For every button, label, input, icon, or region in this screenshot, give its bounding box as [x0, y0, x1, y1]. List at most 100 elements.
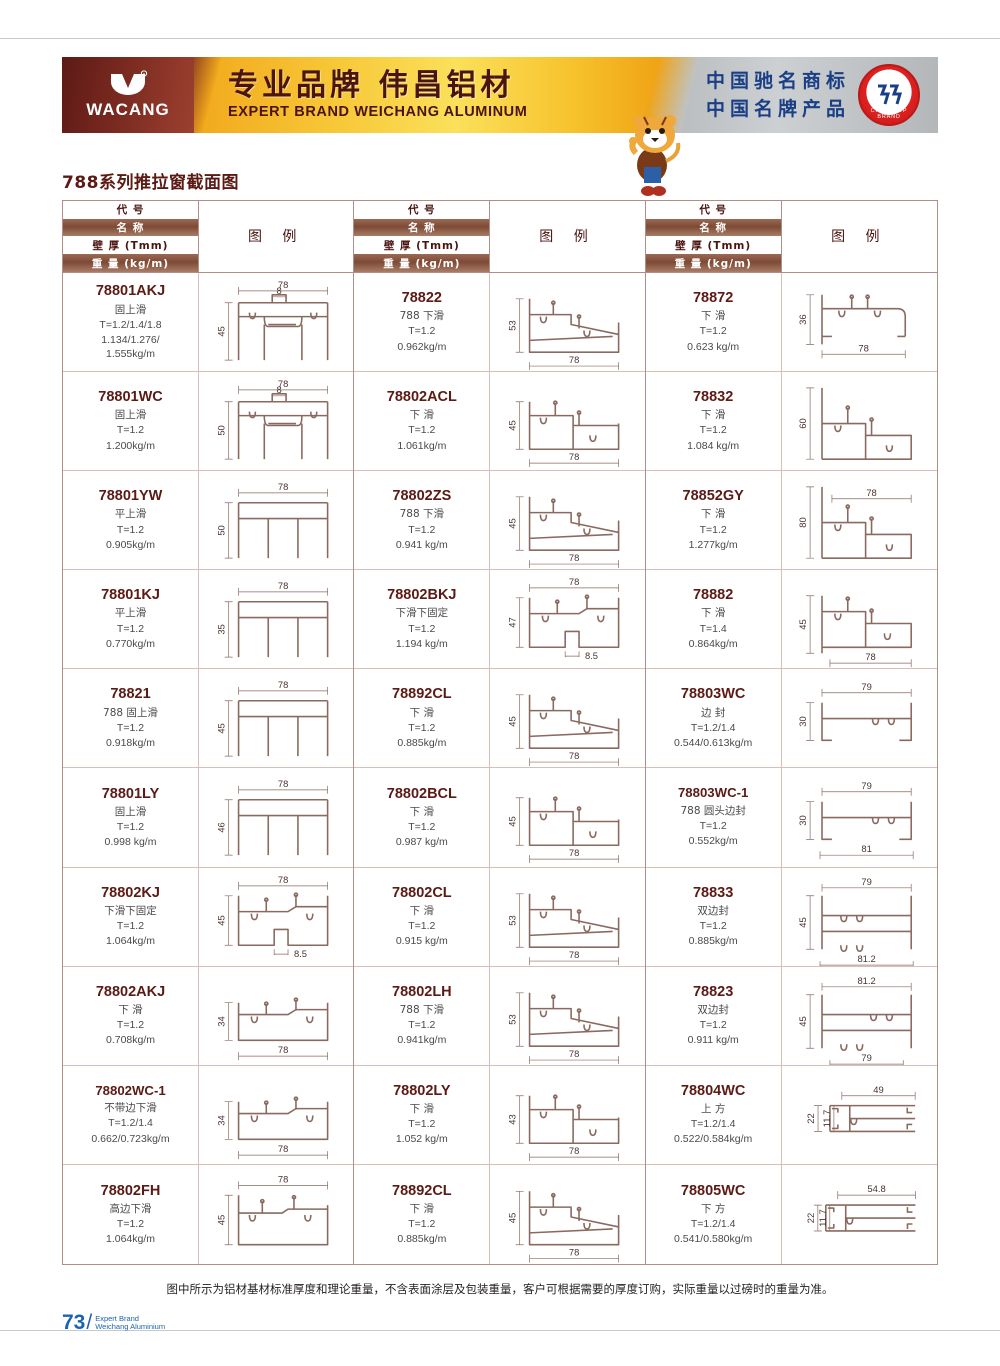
- table-row[interactable]: 78872 下 滑 T=1.2 0.623 kg/m 78 36: [645, 272, 937, 372]
- profile-thickness: T=1.2: [699, 523, 727, 536]
- svg-text:45: 45: [797, 1016, 808, 1026]
- profile-thickness: T=1.2/1.4: [108, 1117, 153, 1130]
- profile-info: 78803WC 边 封 T=1.2/1.4 0.544/0.613kg/m: [646, 669, 782, 768]
- svg-text:8.5: 8.5: [585, 650, 598, 661]
- table-row[interactable]: 78801WC 固上滑 T=1.2 1.200kg/m 78 8 50: [63, 371, 354, 472]
- table-row[interactable]: 78802FH 高边下滑 T=1.2 1.064kg/m 78 45: [63, 1164, 353, 1264]
- svg-text:50: 50: [216, 525, 227, 535]
- header-name: 名 称: [354, 218, 490, 237]
- profile-info: 78892CL 下 滑 T=1.2 0.885kg/m: [354, 1164, 491, 1264]
- profile-figure: 78 45: [490, 1165, 644, 1264]
- profile-name: 下 滑: [409, 706, 434, 719]
- svg-text:78: 78: [278, 873, 288, 884]
- profile-figure: 78 53: [490, 868, 644, 966]
- row-weight: 0.941 kg/m: [395, 538, 448, 551]
- header-name: 名 称: [63, 218, 198, 237]
- profile-thickness: T=1.2: [408, 325, 436, 338]
- svg-text:45: 45: [507, 518, 518, 528]
- svg-text:45: 45: [507, 717, 518, 727]
- table-row[interactable]: 78802AKJ 下 滑 T=1.2 0.708kg/m 78 34: [63, 966, 354, 1066]
- table-row[interactable]: 78802LH 788 下滑 T=1.2 0.941kg/m 78 53: [354, 966, 645, 1066]
- table-row[interactable]: 78804WC 上 方 T=1.2/1.4 0.522/0.584kg/m 49…: [645, 1065, 937, 1165]
- row-weight: 0.544/0.613kg/m: [674, 737, 753, 750]
- table-row[interactable]: 78801KJ 平上滑 T=1.2 0.770kg/m 78 35: [63, 570, 354, 670]
- profile-thickness: T=1.2: [116, 523, 145, 536]
- row-weight: 0.905kg/m: [105, 538, 156, 551]
- profile-figure: 78 50: [199, 471, 353, 569]
- profile-figure: 78 45: [490, 669, 644, 767]
- table-row[interactable]: 78801AKJ 固上滑 T=1.2/1.4/1.8 1.134/1.276/1…: [63, 272, 354, 372]
- svg-text:R: R: [143, 73, 146, 77]
- profile-info: 78802CL 下 滑 T=1.2 0.915 kg/m: [354, 867, 491, 966]
- header-thickness: 壁 厚 (Tmm): [92, 239, 169, 252]
- svg-text:43: 43: [507, 1114, 518, 1124]
- table-row[interactable]: 78823 双边封 T=1.2 0.911 kg/m 81.2 45 79: [645, 966, 937, 1066]
- footer-brand: Expert Brand Weichang Aluminium: [95, 1314, 165, 1333]
- table-header-row: 代 号 名 称 壁 厚 (Tmm) 重 量 (kg/m) 图 例: [354, 201, 645, 273]
- table-row[interactable]: 78821 788 固上滑 T=1.2 0.918kg/m 78 45: [63, 669, 354, 769]
- table-row[interactable]: 78892CL 下 滑 T=1.2 0.885kg/m 78 45: [354, 1164, 644, 1264]
- seal-cn-text: 中国名牌: [874, 74, 903, 80]
- top-rule: [0, 38, 1000, 39]
- profile-thickness: T=1.2: [699, 820, 727, 833]
- profile-name: 不带边下滑: [104, 1102, 157, 1115]
- profile-code: 78802LY: [393, 1082, 451, 1099]
- table-row[interactable]: 78802ACL 下 滑 T=1.2 1.061kg/m 78 45: [354, 371, 645, 472]
- svg-text:81.2: 81.2: [857, 974, 875, 985]
- profile-name: 788 下滑: [399, 1003, 445, 1016]
- table-row[interactable]: 78882 下 滑 T=1.4 0.864kg/m 78 45: [645, 570, 937, 670]
- profile-info: 78801YW 平上滑 T=1.2 0.905kg/m: [63, 471, 199, 570]
- profile-figure: 78 45: [490, 471, 644, 569]
- header-labels: 代 号 名 称 壁 厚 (Tmm) 重 量 (kg/m): [354, 201, 491, 272]
- table-row[interactable]: 78802KJ 下滑下固定 T=1.2 1.064kg/m 78 45 8.5: [63, 867, 354, 967]
- profile-figure: 79 30 81: [782, 768, 937, 866]
- headline-cn: 专业品牌 伟昌铝材: [228, 67, 515, 103]
- svg-text:45: 45: [216, 326, 227, 336]
- table-row[interactable]: 78802LY 下 滑 T=1.2 1.052 kg/m 78 43: [354, 1065, 645, 1165]
- profile-code: 78802KJ: [101, 884, 160, 901]
- header-name: 名 称: [645, 218, 781, 237]
- svg-text:45: 45: [216, 1215, 227, 1225]
- profile-name: 下 滑: [409, 805, 434, 818]
- profile-figure: 81.2 45 79: [782, 967, 937, 1065]
- profile-column-3: 代 号 名 称 壁 厚 (Tmm) 重 量 (kg/m) 图 例 78872 下…: [645, 201, 937, 1264]
- table-row[interactable]: 78802BKJ 下滑下固定 T=1.2 1.194 kg/m 78 47 8.5: [354, 570, 645, 670]
- svg-text:78: 78: [278, 1173, 288, 1184]
- profile-thickness: T=1.2: [408, 1118, 436, 1131]
- table-row[interactable]: 78833 双边封 T=1.2 0.885kg/m 79 45 81.2: [645, 867, 937, 967]
- row-weight: 1.134/1.276/: [101, 334, 160, 347]
- profile-thickness: T=1.2: [116, 1217, 145, 1230]
- row-weight: 0.911 kg/m: [687, 1034, 739, 1047]
- table-row[interactable]: 78892CL 下 滑 T=1.2 0.885kg/m 78 45: [354, 669, 645, 769]
- profile-code: 78882: [692, 587, 734, 604]
- profile-name: 固上滑: [114, 409, 147, 422]
- svg-text:30: 30: [797, 717, 808, 727]
- profile-info: 78802WC-1 不带边下滑 T=1.2/1.4 0.662/0.723kg/…: [63, 1065, 199, 1164]
- table-row[interactable]: 78802BCL 下 滑 T=1.2 0.987 kg/m 78 45: [354, 768, 645, 868]
- svg-text:35: 35: [216, 624, 227, 634]
- profile-thickness: T=1.2: [408, 721, 436, 734]
- profile-thickness: T=1.2/1.4/1.8: [99, 318, 162, 331]
- table-row[interactable]: 78852GY 下 滑 T=1.2 1.277kg/m 78 80: [645, 471, 937, 571]
- profile-column-1: 代 号 名 称 壁 厚 (Tmm) 重 量 (kg/m) 图 例 78801AK…: [63, 201, 355, 1264]
- header-figure: 图 例: [539, 229, 596, 246]
- logo-wordmark: WACANG: [86, 100, 170, 119]
- profile-thickness: T=1.2: [699, 325, 727, 338]
- table-row[interactable]: 78801LY 固上滑 T=1.2 0.998 kg/m 78 46: [63, 768, 354, 868]
- table-row[interactable]: 78822 788 下滑 T=1.2 0.962kg/m 78 53: [354, 272, 645, 372]
- table-row[interactable]: 78832 下 滑 T=1.2 1.084 kg/m 60: [645, 371, 937, 472]
- profile-code: 78892CL: [392, 1182, 452, 1199]
- profile-thickness: T=1.2/1.4: [690, 1217, 736, 1230]
- table-row[interactable]: 78802WC-1 不带边下滑 T=1.2/1.4 0.662/0.723kg/…: [63, 1065, 354, 1165]
- table-row[interactable]: 78802CL 下 滑 T=1.2 0.915 kg/m 78 53: [354, 867, 645, 967]
- svg-text:8: 8: [277, 384, 282, 395]
- table-row[interactable]: 78805WC 下 方 T=1.2/1.4 0.541/0.580kg/m 54…: [646, 1164, 937, 1264]
- table-row[interactable]: 78803WC 边 封 T=1.2/1.4 0.544/0.613kg/m 79…: [645, 669, 937, 769]
- footer-slash: /: [86, 1311, 93, 1334]
- svg-text:78: 78: [278, 778, 288, 789]
- table-row[interactable]: 78802ZS 788 下滑 T=1.2 0.941 kg/m 78 45: [354, 471, 645, 571]
- table-row[interactable]: 78803WC-1 788 圆头边封 T=1.2 0.552kg/m 79 30 8…: [645, 768, 937, 868]
- table-row[interactable]: 78801YW 平上滑 T=1.2 0.905kg/m 78 50: [63, 471, 354, 571]
- profile-thickness: T=1.4: [699, 622, 727, 635]
- profile-info: 78882 下 滑 T=1.4 0.864kg/m: [646, 570, 782, 669]
